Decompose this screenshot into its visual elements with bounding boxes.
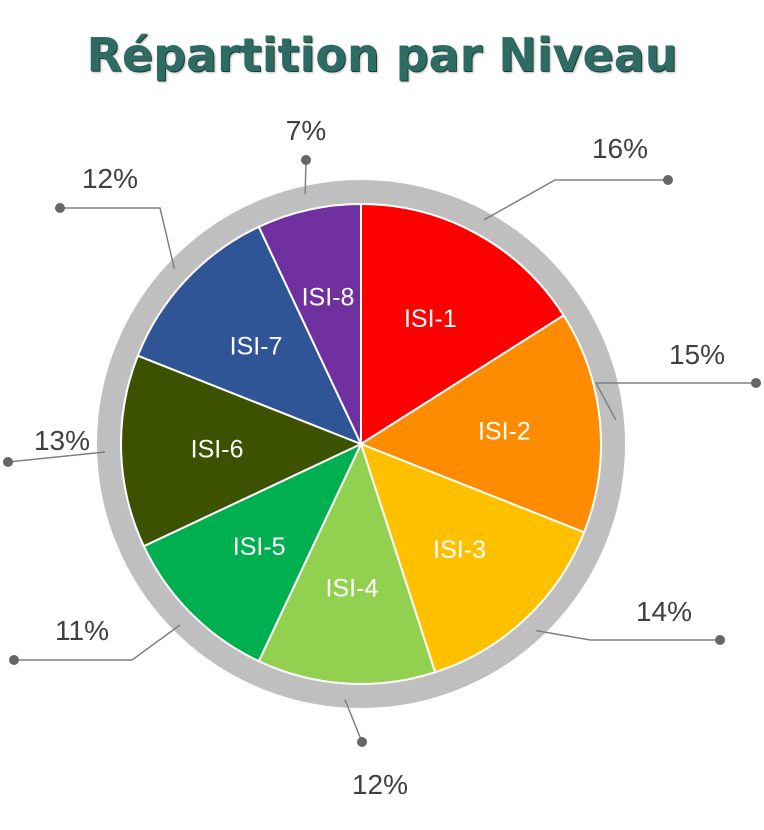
chart-title: Répartition par Niveau — [86, 28, 678, 82]
leader-dot-isi-2 — [751, 378, 761, 388]
percent-label-isi-5: 11% — [55, 615, 109, 646]
leader-line-isi-1 — [483, 179, 668, 221]
percent-label-isi-7: 12% — [82, 163, 138, 194]
slice-label-isi-3: ISI-3 — [433, 536, 486, 564]
pie-slice-isi-5 — [142, 441, 364, 663]
leader-line-isi-6 — [7, 451, 106, 463]
leader-dot-isi-6 — [3, 457, 13, 467]
leader-dot-isi-3 — [715, 635, 725, 645]
leader-line-isi-4 — [344, 699, 363, 743]
slice-label-isi-4: ISI-4 — [326, 575, 379, 603]
percent-label-isi-6: 13% — [34, 425, 90, 456]
leader-line-isi-3 — [536, 629, 720, 641]
slice-label-isi-2: ISI-2 — [478, 417, 531, 445]
leader-dot-isi-1 — [663, 175, 673, 185]
pie-slice-isi-4 — [257, 441, 437, 685]
leader-line-isi-2 — [594, 382, 756, 421]
percent-label-isi-2: 15% — [669, 339, 725, 370]
slice-label-isi-7: ISI-7 — [230, 332, 283, 360]
pie-slice-isi-6 — [120, 354, 364, 548]
pie-outer-ring — [97, 180, 625, 708]
pie-slice-isi-8 — [257, 202, 362, 445]
leader-line-isi-8 — [304, 159, 307, 195]
percent-label-isi-4: 12% — [352, 769, 408, 800]
percent-label-isi-1: 16% — [592, 133, 648, 164]
leader-line-isi-7 — [60, 207, 176, 269]
slice-label-isi-6: ISI-6 — [191, 436, 244, 464]
percent-label-isi-8: 7% — [286, 115, 326, 146]
leader-line-isi-5 — [14, 624, 181, 661]
slice-label-isi-1: ISI-1 — [404, 305, 457, 333]
percent-label-isi-3: 14% — [636, 596, 692, 627]
leader-dot-isi-8 — [301, 155, 311, 165]
pie-slice-isi-7 — [136, 225, 363, 446]
slice-label-isi-8: ISI-8 — [302, 283, 355, 311]
leader-dot-isi-7 — [55, 203, 65, 213]
leader-dot-isi-5 — [9, 655, 19, 665]
pie-slice-isi-2 — [358, 314, 602, 534]
slice-label-isi-5: ISI-5 — [233, 533, 286, 561]
leader-dot-isi-4 — [357, 737, 367, 747]
pie-slice-isi-1 — [360, 202, 566, 446]
